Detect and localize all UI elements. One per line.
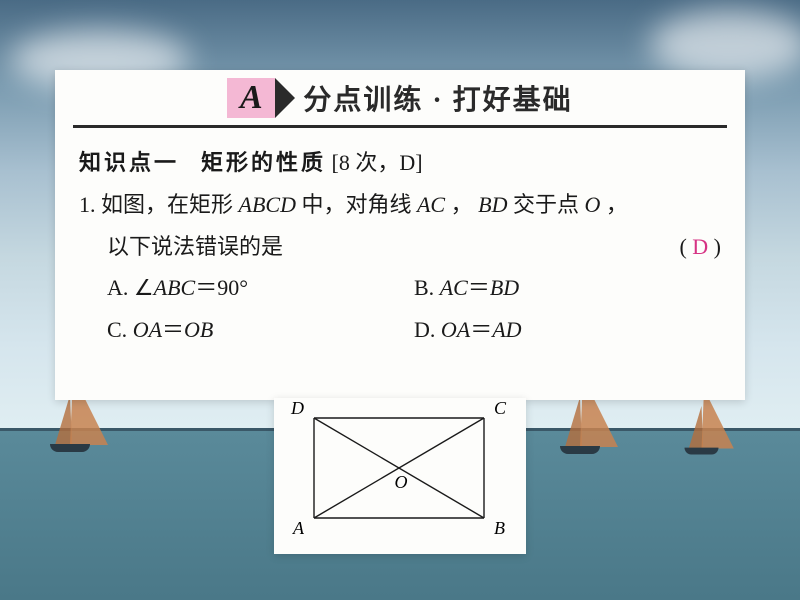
- optC-pre: C.: [107, 317, 133, 342]
- q-prompt: 以下说法错误的是: [107, 226, 283, 268]
- rectangle-diagram: D C A B O: [274, 398, 526, 554]
- question-prompt-row: 以下说法错误的是 ( D ): [79, 226, 721, 268]
- badge-triangle-icon: [275, 78, 295, 118]
- optA-val: 90°: [217, 275, 248, 300]
- svg-text:A: A: [292, 518, 305, 538]
- diagram-card: D C A B O: [274, 398, 526, 554]
- option-a: A. ∠ABC＝90°: [107, 267, 414, 309]
- optB-pre: B.: [414, 275, 440, 300]
- question-stem: 1. 如图，在矩形 ABCD 中，对角线 AC ， BD 交于点 O ，: [79, 184, 721, 226]
- kp-topic: 矩形的性质: [201, 150, 326, 175]
- optC-eq: ＝: [162, 317, 184, 342]
- header-title: 分点训练 · 打好基础: [303, 78, 572, 118]
- option-d: D. OA＝AD: [414, 309, 721, 351]
- svg-text:C: C: [494, 398, 507, 418]
- paren-r: ): [714, 234, 721, 259]
- optA-var: ABC: [154, 275, 196, 300]
- paren-l: (: [679, 234, 692, 259]
- q-text-4: ，: [606, 192, 628, 217]
- q-d2: BD: [478, 192, 507, 217]
- svg-text:B: B: [494, 518, 505, 538]
- svg-text:O: O: [395, 472, 408, 492]
- section-badge: A: [227, 78, 275, 118]
- q-text-2: 中，对角线: [301, 192, 417, 217]
- answer-blank: ( D ): [679, 226, 721, 268]
- optB-r: BD: [490, 275, 519, 300]
- card-content: 知识点一 矩形的性质 [8 次，D] 1. 如图，在矩形 ABCD 中，对角线 …: [55, 128, 745, 351]
- q-text-1: 如图，在矩形: [101, 192, 239, 217]
- optD-l: OA: [441, 317, 470, 342]
- q-number: 1.: [79, 192, 96, 217]
- q-pt: O: [584, 192, 600, 217]
- kp-meta: [8 次，D]: [332, 150, 423, 175]
- optB-l: AC: [440, 275, 468, 300]
- optC-l: OA: [133, 317, 162, 342]
- options: A. ∠ABC＝90° B. AC＝BD C. OA＝OB D. OA＝AD: [79, 267, 721, 351]
- option-b: B. AC＝BD: [414, 267, 721, 309]
- badge-letter: A: [240, 79, 263, 117]
- optA-eq: ＝: [195, 275, 217, 300]
- q-comma: ，: [451, 192, 473, 217]
- q-text-3: 交于点: [513, 192, 585, 217]
- optA-pre: A. ∠: [107, 275, 154, 300]
- q-d1: AC: [417, 192, 445, 217]
- exercise-card: A 分点训练 · 打好基础 知识点一 矩形的性质 [8 次，D] 1. 如图，在…: [55, 70, 745, 400]
- optD-pre: D.: [414, 317, 441, 342]
- svg-text:D: D: [290, 398, 304, 418]
- optD-eq: ＝: [470, 317, 492, 342]
- q-rect: ABCD: [239, 192, 296, 217]
- kp-label: 知识点一: [79, 150, 179, 175]
- answer-value: D: [692, 234, 708, 259]
- optB-eq: ＝: [468, 275, 490, 300]
- optD-r: AD: [492, 317, 521, 342]
- option-c: C. OA＝OB: [107, 309, 414, 351]
- card-header: A 分点训练 · 打好基础: [73, 70, 727, 128]
- optC-r: OB: [184, 317, 213, 342]
- knowledge-point: 知识点一 矩形的性质 [8 次，D]: [79, 142, 721, 184]
